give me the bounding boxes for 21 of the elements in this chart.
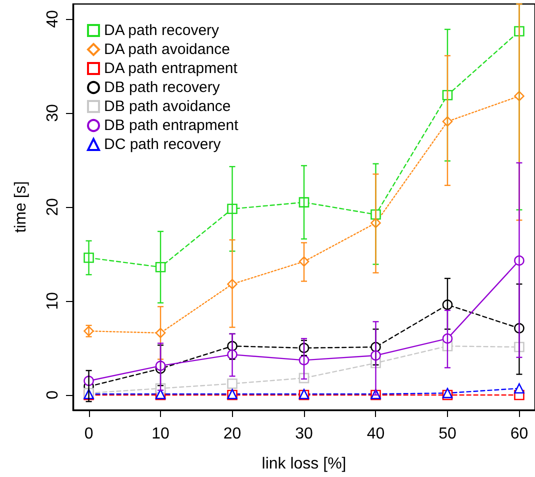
y-axis-title: time [s] [12,181,30,233]
y-tick-label: 20 [44,198,62,216]
x-tick-label: 60 [510,426,528,442]
y-tick-label: 30 [44,104,62,122]
legend-label: DA path recovery [104,22,220,39]
legend-label: DB path entrapment [104,117,240,134]
legend-label: DC path recovery [104,136,222,153]
x-tick-label: 50 [438,426,456,442]
legend-label: DA path avoidance [104,41,230,58]
x-tick-label: 40 [366,426,385,442]
y-tick-label: 0 [44,390,62,400]
legend-label: DB path recovery [104,79,220,96]
y-tick-label: 10 [44,292,62,310]
legend-label: DA path entrapment [104,60,238,77]
y-tick-label: 40 [44,10,62,28]
x-tick-label: 10 [152,426,170,442]
legend-label: DB path avoidance [104,98,231,115]
x-tick-label: 0 [84,426,94,442]
x-axis-title: link loss [%] [262,456,346,472]
x-tick-label: 20 [223,426,242,442]
x-tick-label: 30 [295,426,313,442]
